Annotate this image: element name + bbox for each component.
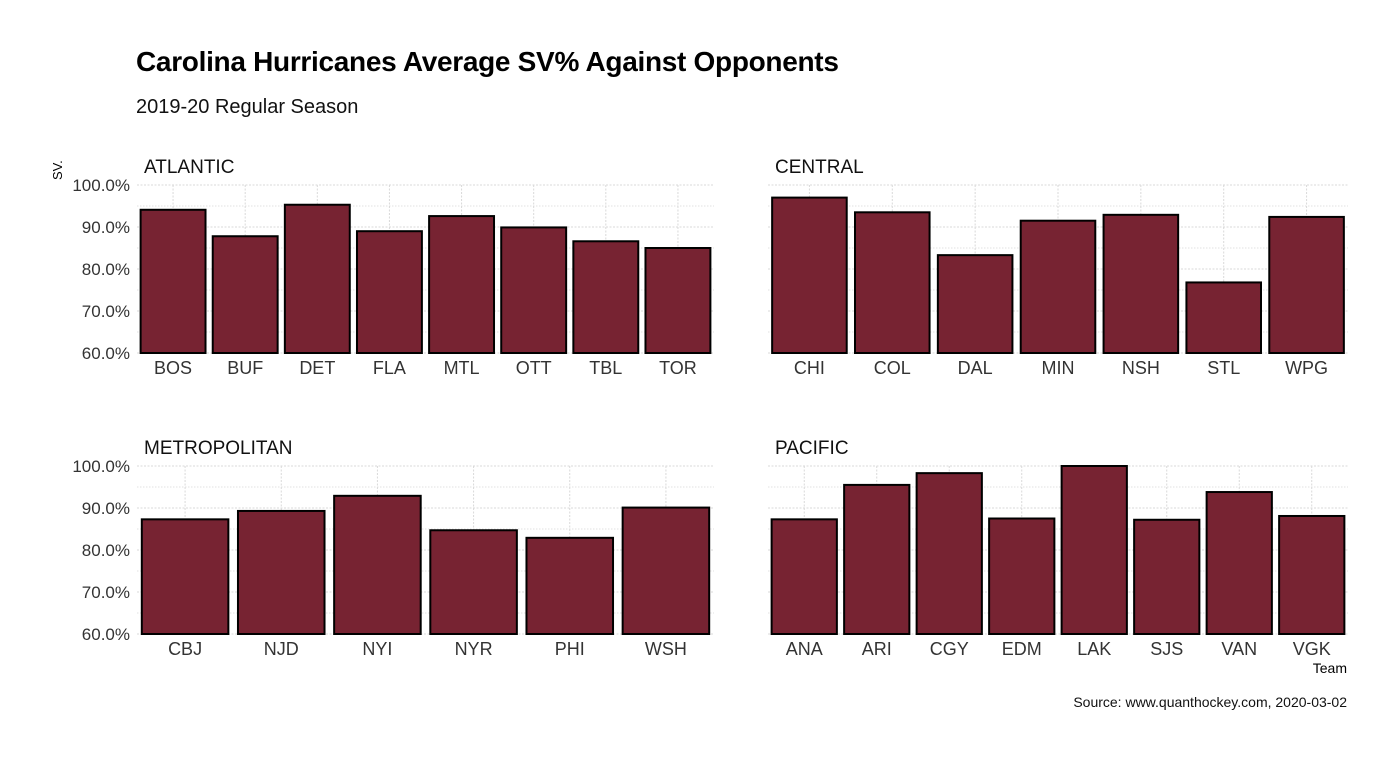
bar-buf: [211, 235, 279, 355]
bar-nyr: [429, 529, 518, 636]
x-tick-label: DAL: [958, 358, 993, 378]
y-tick-label: 100.0%: [72, 457, 130, 476]
x-tick-label: FLA: [373, 358, 406, 378]
x-tick-label: DET: [299, 358, 335, 378]
x-tick-label: MIN: [1042, 358, 1075, 378]
x-tick-label: CHI: [794, 358, 825, 378]
x-tick-label: STL: [1207, 358, 1240, 378]
bar-vgk: [1278, 514, 1346, 635]
y-tick-label: 100.0%: [72, 176, 130, 195]
x-tick-label: SJS: [1150, 639, 1183, 659]
facet-title: CENTRAL: [775, 157, 864, 178]
x-tick-label: NSH: [1122, 358, 1160, 378]
x-tick-label: BOS: [154, 358, 192, 378]
bar-fla: [355, 230, 423, 354]
y-axis-title: SV.: [50, 160, 65, 180]
bar-lak: [1060, 465, 1128, 635]
x-tick-label: PHI: [555, 639, 585, 659]
bar-van: [1205, 491, 1273, 636]
x-tick-label: NYR: [455, 639, 493, 659]
x-tick-label: TBL: [589, 358, 622, 378]
x-tick-label: LAK: [1077, 639, 1111, 659]
bar-wpg: [1268, 215, 1345, 354]
y-tick-label: 80.0%: [82, 541, 130, 560]
x-tick-label: ARI: [862, 639, 892, 659]
x-tick-label: BUF: [227, 358, 263, 378]
y-tick-label: 60.0%: [82, 625, 130, 644]
x-tick-label: CBJ: [168, 639, 202, 659]
bar-col: [854, 211, 931, 354]
bar-edm: [988, 517, 1056, 635]
x-tick-label: MTL: [444, 358, 480, 378]
bar-nyi: [333, 494, 422, 635]
x-tick-label: TOR: [659, 358, 697, 378]
bar-ott: [500, 226, 568, 354]
x-tick-label: VGK: [1293, 639, 1331, 659]
facet-panel-atlantic: 60.0% 70.0% 80.0% 90.0% 100.0% ATLANTIC BOS BUF…: [72, 157, 714, 378]
x-tick-label: NYI: [362, 639, 392, 659]
bar-ari: [843, 483, 911, 635]
x-tick-label: COL: [874, 358, 911, 378]
x-tick-label: CGY: [930, 639, 969, 659]
bar-cgy: [915, 472, 983, 636]
y-tick-label: 60.0%: [82, 344, 130, 363]
x-axis-title: Team: [1312, 660, 1347, 676]
x-tick-label: NJD: [264, 639, 299, 659]
bar-tor: [644, 247, 712, 354]
y-tick-label: 90.0%: [82, 218, 130, 237]
facet-title: METROPOLITAN: [144, 438, 293, 459]
facet-panel-metropolitan: 60.0% 70.0% 80.0% 90.0% 100.0% METROPOLITAN CB…: [72, 438, 714, 659]
facet-panel-central: CENTRAL CHI COL DAL MIN NSH STL WPG: [768, 157, 1348, 378]
bar-sjs: [1133, 518, 1201, 636]
facet-title: ATLANTIC: [144, 157, 234, 178]
y-tick-label: 80.0%: [82, 260, 130, 279]
bar-ana: [770, 518, 838, 636]
facet-panel-pacific: PACIFIC ANA ARI CGY EDM LAK SJS VAN VGK: [768, 438, 1348, 659]
facet-title: PACIFIC: [775, 438, 849, 459]
bar-stl: [1185, 281, 1263, 354]
bar-phi: [525, 536, 615, 636]
x-tick-label: OTT: [516, 358, 552, 378]
bar-tbl: [572, 240, 640, 354]
bar-cbj: [140, 518, 230, 636]
x-tick-label: WPG: [1285, 358, 1328, 378]
bar-wsh: [621, 506, 711, 635]
bar-dal: [936, 254, 1014, 354]
y-tick-label: 70.0%: [82, 583, 130, 602]
y-tick-label: 70.0%: [82, 302, 130, 321]
bar-min: [1019, 219, 1097, 354]
bar-bos: [139, 208, 207, 354]
bar-njd: [236, 509, 326, 635]
x-tick-label: WSH: [645, 639, 687, 659]
bar-mtl: [428, 215, 496, 354]
x-tick-label: EDM: [1002, 639, 1042, 659]
source-caption: Source: www.quanthockey.com, 2020-03-02: [1073, 694, 1347, 710]
y-tick-label: 90.0%: [82, 499, 130, 518]
bar-nsh: [1102, 213, 1180, 354]
bar-det: [283, 203, 351, 354]
x-tick-label: VAN: [1221, 639, 1257, 659]
chart-subtitle: 2019-20 Regular Season: [136, 96, 359, 118]
chart-title: Carolina Hurricanes Average SV% Against …: [136, 46, 839, 77]
bar-chi: [771, 196, 848, 354]
x-tick-label: ANA: [786, 639, 823, 659]
